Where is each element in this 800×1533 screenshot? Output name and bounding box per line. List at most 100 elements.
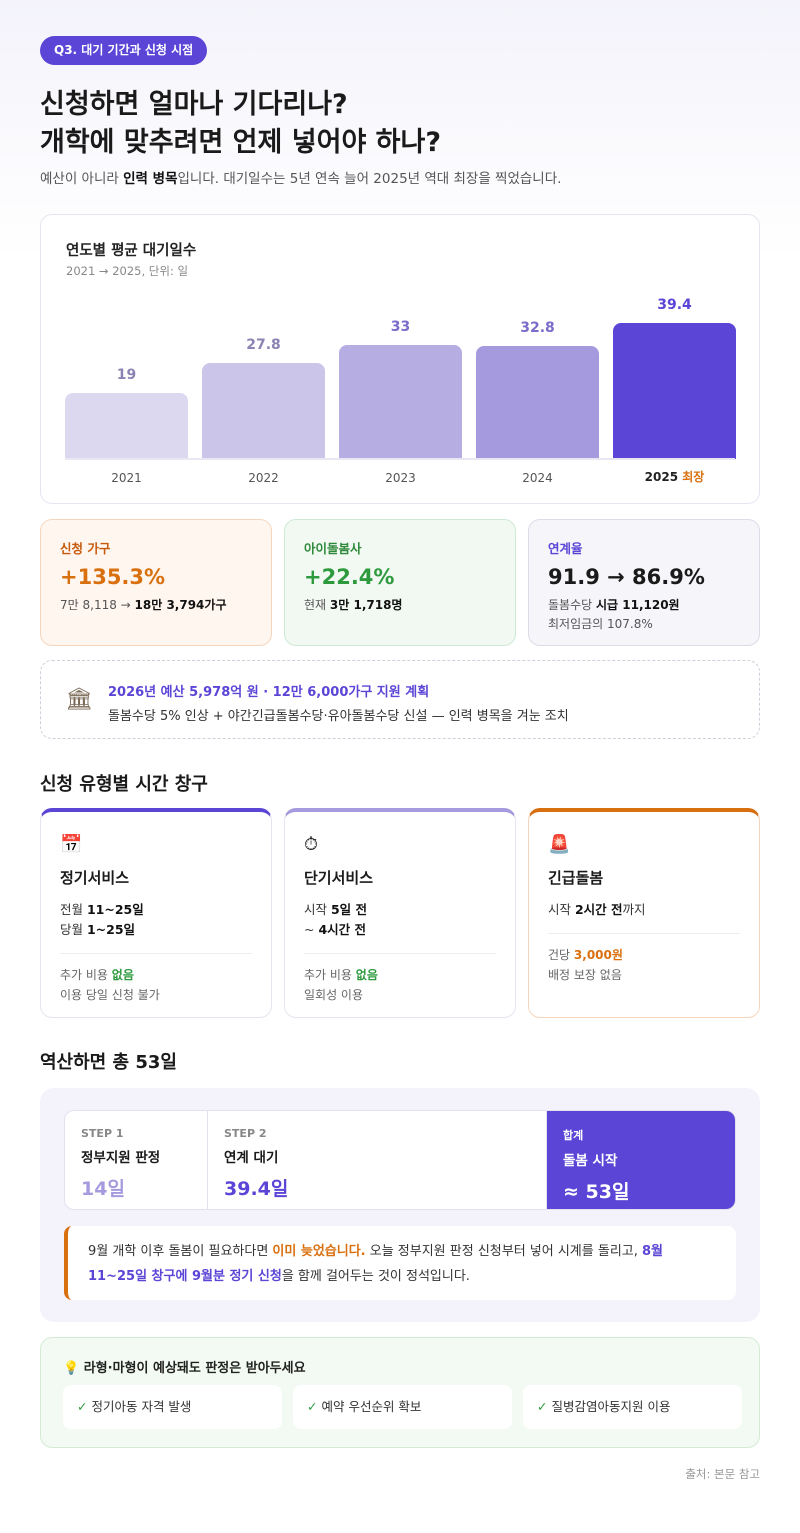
service-card: 📅 정기서비스 전월 11~25일 당월 1~25일 추가 비용 없음 이용 당일 신청 … xyxy=(40,808,272,1018)
note-highlight: 없음 xyxy=(355,968,378,982)
tip-item-text: 질병감염아동지원 이용 xyxy=(551,1399,671,1414)
explain-highlight-window: 8월 11~25일 창구에 9월분 정기 신청 xyxy=(88,1244,664,1284)
stat-desc-text: 돌봄수당 xyxy=(548,598,596,612)
note-highlight: 3,000원 xyxy=(573,948,623,962)
check-icon: ✓ xyxy=(77,1399,88,1414)
step-bar: STEP 1 정부지원 판정 14일 STEP 2 연계 대기 39.4일 합계 돌봄 시작 ≈… xyxy=(64,1110,736,1210)
notice-title: 2026년 예산 5,978억 원 · 12만 6,000가구 지원 계획 xyxy=(108,685,430,700)
title-line-1: 신청하면 얼마나 기다리나? xyxy=(40,89,348,120)
bar-value-label: 27.8 xyxy=(246,337,281,353)
time-text: ~ xyxy=(304,922,319,937)
step: STEP 2 연계 대기 39.4일 xyxy=(208,1111,547,1209)
service-name: 정기서비스 xyxy=(60,869,130,887)
service-time-line: ~ 4시간 전 xyxy=(304,920,496,940)
time-bold: 5일 전 xyxy=(330,902,368,917)
note-text: 추가 비용 xyxy=(304,968,356,982)
divider xyxy=(548,933,740,934)
chart-title: 연도별 평균 대기일수 xyxy=(66,243,197,259)
tip-title-text: 라형·마형이 예상돼도 판정은 받아두세요 xyxy=(83,1361,306,1376)
x-tick-label: 2023 xyxy=(385,471,416,485)
stat-desc-bold: 시급 11,120원 xyxy=(595,598,680,612)
stat-label: 연계율 xyxy=(548,541,583,556)
service-time: 시작 2시간 전까지 xyxy=(548,900,740,920)
subtitle-post: 입니다. 대기일수는 5년 연속 늘어 2025년 역대 최장을 찍었습니다. xyxy=(177,171,562,187)
tip-title: 💡 라형·마형이 예상돼도 판정은 받아두세요 xyxy=(63,1357,306,1376)
time-text: 전월 xyxy=(60,902,87,917)
tip-item-text: 예약 우선순위 확보 xyxy=(321,1399,422,1414)
stat-desc-bold: 3만 1,718명 xyxy=(329,598,403,612)
subtitle-pre: 예산이 아니라 xyxy=(40,171,124,187)
step-name: 정부지원 판정 xyxy=(81,1150,161,1166)
tip-item-text: 정기아동 자격 발생 xyxy=(91,1399,192,1414)
bar-column: 27.8 2022 xyxy=(202,333,325,485)
source-note: 출처: 본문 참고 xyxy=(685,1467,760,1481)
section-title-total-days: 역산하면 총 53일 xyxy=(40,1052,177,1073)
bar-column: 39.4 2025 최장 xyxy=(613,293,736,484)
explain-text-1: 9월 개학 이후 돌봄이 필요하다면 xyxy=(88,1244,273,1259)
tip-item: ✓ 정기아동 자격 발생 xyxy=(63,1385,282,1429)
time-text: 시작 xyxy=(548,902,575,917)
step-name: 연계 대기 xyxy=(224,1150,279,1166)
stat-desc: 돌봄수당 시급 11,120원 최저임금의 107.8% xyxy=(548,596,740,634)
stat-desc: 7만 8,118 → 18만 3,794가구 xyxy=(60,596,252,615)
question-badge: Q3. 대기 기간과 신청 시점 xyxy=(40,36,208,65)
step-name: 돌봄 시작 xyxy=(563,1153,618,1169)
chart-baseline xyxy=(65,458,735,460)
service-time-line: 시작 2시간 전까지 xyxy=(548,900,740,920)
time-bold: 11~25일 xyxy=(86,902,144,917)
budget-notice: 🏛 2026년 예산 5,978억 원 · 12만 6,000가구 지원 계획 … xyxy=(40,660,760,739)
x-tick-text: 2025 xyxy=(644,470,683,484)
page-subtitle: 예산이 아니라 인력 병목입니다. 대기일수는 5년 연속 늘어 2025년 역… xyxy=(40,167,561,187)
step-value: ≈ 53일 xyxy=(563,1181,630,1203)
x-tick-label: 2024 xyxy=(522,471,553,485)
stat-label: 아이돌봄사 xyxy=(304,541,362,556)
x-tick-label: 2022 xyxy=(248,471,279,485)
service-time-line: 당월 1~25일 xyxy=(60,920,252,940)
step-key: STEP 1 xyxy=(81,1127,124,1140)
divider xyxy=(304,953,496,954)
service-name: 단기서비스 xyxy=(304,869,374,887)
stopwatch-icon: ⏱ xyxy=(304,834,319,855)
step-total: 합계 돌봄 시작 ≈ 53일 xyxy=(547,1111,735,1209)
section-title-service-windows: 신청 유형별 시간 창구 xyxy=(40,774,208,795)
service-card: ⏱ 단기서비스 시작 5일 전 ~ 4시간 전 추가 비용 없음 일회성 이용 xyxy=(284,808,516,1018)
service-note-line: 추가 비용 없음 xyxy=(60,965,252,985)
tip-item: ✓ 예약 우선순위 확보 xyxy=(293,1385,512,1429)
x-tick-label: 2025 최장 xyxy=(613,468,736,485)
notice-desc: 돌봄수당 5% 인상 + 야간긴급돌봄수당·유아돌봄수당 신설 — 인력 병목을… xyxy=(108,709,569,724)
chart-subtitle: 2021 → 2025, 단위: 일 xyxy=(66,264,189,278)
explain-highlight-late: 이미 늦었습니다. xyxy=(272,1244,366,1259)
note-highlight: 없음 xyxy=(111,968,134,982)
service-note-line: 추가 비용 없음 xyxy=(304,965,496,985)
time-bold: 1~25일 xyxy=(86,922,136,937)
service-time-line: 전월 11~25일 xyxy=(60,900,252,920)
note-text: 추가 비용 xyxy=(60,968,112,982)
lightbulb-icon: 💡 xyxy=(63,1361,80,1376)
bar xyxy=(476,346,599,459)
time-bold: 2시간 전 xyxy=(574,902,623,917)
explain-text-2: 오늘 정부지원 판정 신청부터 넣어 시계를 돌리고, xyxy=(365,1244,643,1259)
bar-value-label: 33 xyxy=(390,319,411,335)
siren-icon: 🚨 xyxy=(548,834,571,855)
check-icon: ✓ xyxy=(537,1399,548,1414)
service-name: 긴급돌봄 xyxy=(548,869,604,887)
title-line-2: 개학에 맞추려면 언제 넣어야 하나? xyxy=(40,127,442,158)
divider xyxy=(60,953,252,954)
step-value: 14일 xyxy=(81,1178,125,1200)
calendar-icon: 📅 xyxy=(60,834,83,855)
stat-desc-text: 현재 xyxy=(304,598,330,612)
bar xyxy=(613,323,736,459)
bar xyxy=(202,363,325,459)
stat-value: +22.4% xyxy=(304,565,395,589)
time-text: 시작 xyxy=(304,902,331,917)
tip-item: ✓ 질병감염아동지원 이용 xyxy=(523,1385,742,1429)
explain-text-3: 을 함께 걸어두는 것이 정석입니다. xyxy=(281,1269,470,1284)
explanation: 9월 개학 이후 돌봄이 필요하다면 이미 늦었습니다. 오늘 정부지원 판정 … xyxy=(64,1226,736,1300)
bar-value-label: 32.8 xyxy=(520,320,555,336)
stat-value: +135.3% xyxy=(60,565,166,589)
note-text: 건당 xyxy=(548,948,574,962)
wait-days-chart: 연도별 평균 대기일수 2021 → 2025, 단위: 일 19 2021 27.… xyxy=(40,214,760,504)
time-text: 당월 xyxy=(60,922,87,937)
service-note-line: 배정 보장 없음 xyxy=(548,968,622,982)
